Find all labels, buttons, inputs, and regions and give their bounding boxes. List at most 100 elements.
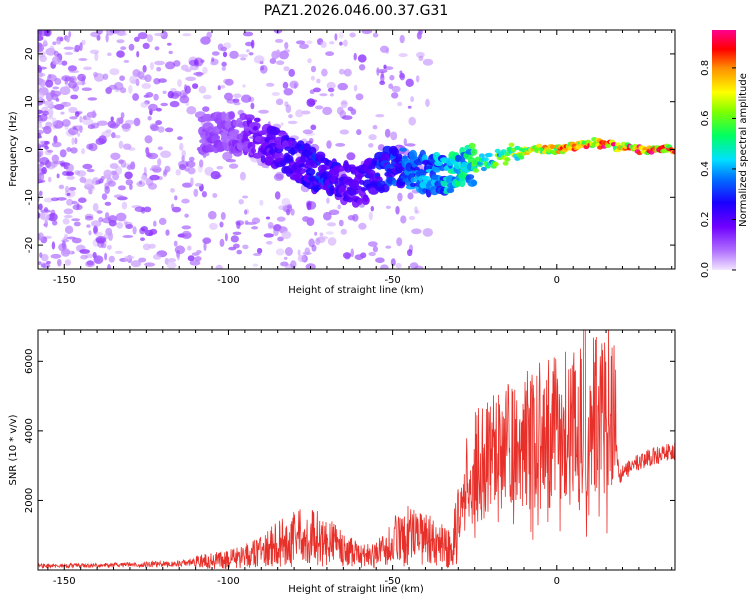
spectrogram-noise-cell: [328, 209, 340, 216]
spectrogram-noise-cell: [38, 116, 44, 125]
spectrogram-noise-cell: [273, 173, 284, 181]
spectrogram-noise-cell: [94, 52, 99, 61]
spectrogram-noise-cell: [408, 116, 417, 126]
spectrogram-noise-cell: [405, 143, 416, 147]
spectrogram-noise-cell: [39, 79, 46, 88]
spectrogram-noise-cell: [40, 263, 51, 269]
spectrogram-noise-cell: [69, 116, 78, 120]
spectrogram-noise-cell: [321, 68, 328, 77]
spectrogram-noise-cell: [238, 54, 249, 58]
colorbar-tick-label: 0.8: [700, 60, 711, 76]
spectrogram-noise-cell: [124, 171, 133, 180]
spectrogram-noise-cell: [121, 123, 132, 130]
spectrogram-noise-cell: [203, 242, 207, 251]
spectrogram-noise-cell: [259, 64, 268, 74]
spectrogram-noise-cell: [41, 126, 50, 130]
spectrogram-noise-cell: [367, 241, 378, 247]
spectrogram-noise-cell: [44, 145, 49, 150]
spectrogram-noise-cell: [223, 78, 231, 84]
spectrogram-noise-cell: [68, 127, 79, 136]
spectrogram-noise-cell: [379, 80, 386, 86]
spectrogram-ridge-cell: [470, 179, 478, 187]
spectrogram-noise-cell: [242, 31, 254, 37]
spectrogram-noise-cell: [175, 169, 181, 176]
spectrogram-noise-cell: [278, 50, 289, 60]
spectrogram-noise-cell: [395, 205, 400, 215]
spectrogram-noise-cell: [274, 38, 284, 43]
spectrogram-noise-cell: [326, 197, 330, 204]
spectrogram-noise-cell: [220, 84, 226, 89]
spectrogram-noise-cell: [65, 35, 70, 43]
spectrogram-noise-cell: [340, 228, 347, 235]
spectrogram-noise-cell: [86, 224, 91, 228]
spectrogram-noise-cell: [82, 115, 87, 120]
colorbar-tick-label: 0.6: [700, 110, 711, 126]
spectrogram-noise-cell: [44, 140, 50, 145]
spectrogram-noise-cell: [53, 50, 59, 57]
spectrogram-noise-cell: [108, 215, 118, 223]
spectrogram-noise-cell: [319, 232, 324, 237]
spectrogram-noise-cell: [397, 101, 403, 107]
spectrogram-noise-cell: [51, 141, 62, 148]
spectrogram-noise-cell: [90, 220, 102, 228]
spectrogram-noise-cell: [200, 59, 205, 63]
spectrogram-noise-cell: [89, 49, 100, 54]
spectrogram-noise-cell: [39, 252, 43, 258]
spectrogram-noise-cell: [155, 120, 163, 126]
spectrogram-noise-cell: [142, 42, 150, 50]
spectrogram-noise-cell: [280, 261, 289, 267]
spectrogram-noise-cell: [188, 59, 198, 66]
spectrogram-noise-cell: [165, 61, 176, 70]
figure-title: PAZ1.2026.046.00.37.G31: [264, 3, 449, 19]
spectrogram-noise-cell: [38, 140, 45, 146]
spectrogram-noise-cell: [140, 101, 149, 108]
spectrogram-noise-cell: [353, 84, 358, 92]
spectrogram-noise-cell: [148, 243, 156, 249]
spectrogram-noise-cell: [277, 236, 284, 242]
spectrogram-noise-cell: [202, 106, 210, 112]
spectrogram-noise-cell: [253, 55, 265, 64]
spectrogram-noise-cell: [54, 78, 62, 85]
spectrogram-noise-cell: [52, 41, 57, 46]
spectrogram-noise-cell: [56, 173, 60, 179]
spectrogram-noise-cell: [217, 43, 224, 51]
snr-xlabel: Height of straight line (km): [288, 584, 424, 595]
spectrogram-noise-cell: [232, 98, 240, 103]
spectrogram-noise-cell: [109, 123, 119, 129]
spectrogram-noise-cell: [144, 74, 152, 83]
spectrogram-noise-cell: [77, 73, 86, 82]
spectrogram-noise-cell: [66, 147, 72, 152]
spectrogram-noise-cell: [142, 65, 147, 73]
spectrogram-noise-cell: [92, 177, 100, 186]
snr-ytick-label: 4000: [24, 418, 35, 443]
spectrogram-noise-cell: [326, 140, 332, 149]
spectrogram-noise-cell: [276, 60, 285, 65]
spectrogram-ridge-cell: [396, 153, 403, 160]
spectrogram-noise-cell: [118, 140, 124, 149]
spectrogram-noise-cell: [315, 105, 324, 110]
spectrogram-noise-cell: [115, 212, 127, 222]
spectrogram-noise-cell: [276, 216, 286, 222]
spectrogram-noise-cell: [278, 205, 286, 210]
spectrogram-noise-cell: [327, 237, 337, 246]
spectrogram-noise-cell: [121, 123, 131, 132]
spectrogram-noise-cell: [114, 250, 123, 254]
spectrogram-ridge-cell: [206, 126, 214, 133]
spectrogram-noise-cell: [51, 154, 59, 163]
spectrogram-ridge-cell: [446, 187, 455, 194]
spectrogram-noise-cell: [64, 51, 74, 56]
colorbar-tick-label: 0.0: [700, 262, 711, 278]
spectrogram-noise-cell: [273, 224, 281, 232]
spectrogram-noise-cell: [384, 128, 391, 138]
spectrogram-noise-cell: [61, 60, 68, 66]
spectrogram-noise-cell: [344, 252, 351, 260]
spectrogram-noise-cell: [93, 73, 105, 82]
spectrogram-noise-cell: [233, 93, 242, 99]
spectrogram-noise-cell: [211, 57, 215, 63]
spectrogram-noise-cell: [152, 254, 162, 260]
spectrogram-noise-cell: [240, 57, 247, 61]
spectrogram-noise-cell: [51, 241, 56, 250]
spectrogram-noise-cell: [336, 106, 344, 115]
spectrogram-noise-cell: [119, 257, 128, 262]
spectrogram-noise-cell: [116, 50, 125, 58]
